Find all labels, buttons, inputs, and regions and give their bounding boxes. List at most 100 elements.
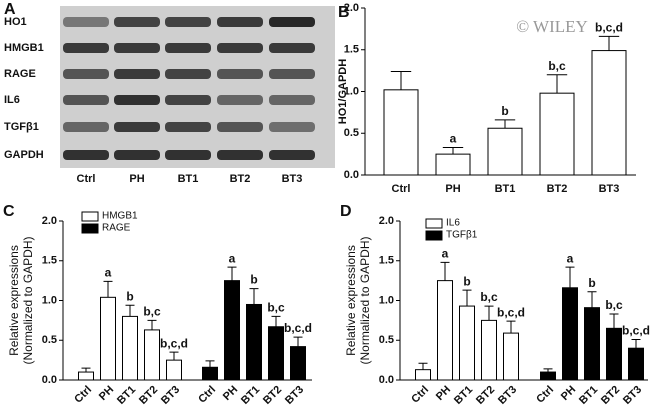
watermark: © WILEY [516,17,588,36]
blot-band [217,150,263,160]
x-tick-label: BT1 [577,384,600,407]
legend-swatch [81,211,99,222]
blot-band [114,17,160,27]
error-bar [543,368,553,373]
blot-band [217,122,263,132]
error-bar [609,313,619,329]
blot-band [63,95,109,105]
bar [100,296,116,381]
bar [459,305,475,381]
x-tick-label: BT2 [547,183,568,195]
blot-lane-label: BT1 [178,173,199,185]
error-bar [506,320,516,334]
blot-band [165,150,211,160]
annotation: a [450,132,457,146]
y-tick-label: 2.0 [42,215,57,227]
error-bar [249,288,259,305]
blot-row-label: RAGE [4,68,36,80]
legend-swatch [425,230,443,241]
bar [487,127,523,176]
x-tick-label: BT1 [115,384,138,407]
error-bar [631,338,641,349]
legend-label: RAGE [102,223,131,234]
blot-band [165,95,211,105]
y-tick-label: 1.0 [379,294,394,306]
blot-row-label: HO1 [4,16,27,28]
error-bar [205,360,215,368]
legend-swatch [81,223,99,234]
error-bar [81,367,91,373]
blot-band [217,95,263,105]
bar [584,307,600,381]
blot-band [217,69,263,79]
bar [503,332,519,381]
bar [383,89,419,176]
annotation: b,c [267,301,285,315]
annotation: b,c,d [622,324,650,338]
bar [415,369,431,381]
bar [78,371,94,381]
y-axis-label: Relative expressions [344,245,358,356]
x-tick-label: BT1 [239,384,262,407]
bar [591,50,627,176]
blot-lane-label: BT2 [230,173,251,185]
panel-label: C [3,203,15,220]
blot-row-label: GAPDH [4,149,44,161]
bar [437,280,453,381]
error-bar [494,119,516,129]
error-bar [293,336,303,347]
blot-band [269,95,315,105]
bar [481,319,497,381]
annotation: a [105,266,112,280]
blot-band [114,95,160,105]
blot-band [114,122,160,132]
annotation: b,c,d [284,321,312,335]
y-axis-label: (Normalized to GAPDH) [21,236,35,364]
x-tick-label: PH [221,384,240,403]
y-tick-label: 2.0 [344,2,359,14]
blot-band [165,69,211,79]
error-bar [227,266,237,281]
x-tick-label: Ctrl [196,384,218,406]
x-tick-label: BT3 [496,384,519,407]
blot-band [165,43,211,53]
annotation: b [588,276,595,290]
blot-band [217,43,263,53]
x-tick-label: BT2 [599,384,622,407]
bar [540,371,556,381]
blot-band [269,122,315,132]
error-bar [418,362,428,370]
blot-band [114,43,160,53]
bar [268,326,284,381]
annotation: a [229,251,236,265]
error-bar [442,146,464,155]
y-tick-label: 0.0 [344,169,359,181]
x-tick-label: Ctrl [72,384,94,406]
x-tick-label: BT2 [137,384,160,407]
y-tick-label: 0.0 [42,374,57,386]
y-tick-label: 1.5 [344,44,359,56]
panel-label: B [338,4,350,21]
blot-band [269,43,315,53]
x-tick-label: Ctrl [534,384,556,406]
bar [628,347,644,381]
error-bar [125,304,135,317]
blot-lane-label: Ctrl [77,173,96,185]
blot-band [63,122,109,132]
blot-band [114,69,160,79]
annotation: b,c [480,290,498,304]
annotation: b,c,d [497,305,525,319]
y-tick-label: 1.5 [42,255,57,267]
blot-lane-label: PH [129,173,144,185]
bar [290,346,306,381]
y-tick-label: 2.0 [379,215,394,227]
bar [435,153,471,176]
annotation: b [501,104,508,118]
blot-band [217,17,263,27]
legend-label: IL6 [446,218,460,229]
blot-band [63,150,109,160]
bar [144,329,160,381]
x-tick-label: BT1 [452,384,475,407]
blot-band [269,69,315,79]
